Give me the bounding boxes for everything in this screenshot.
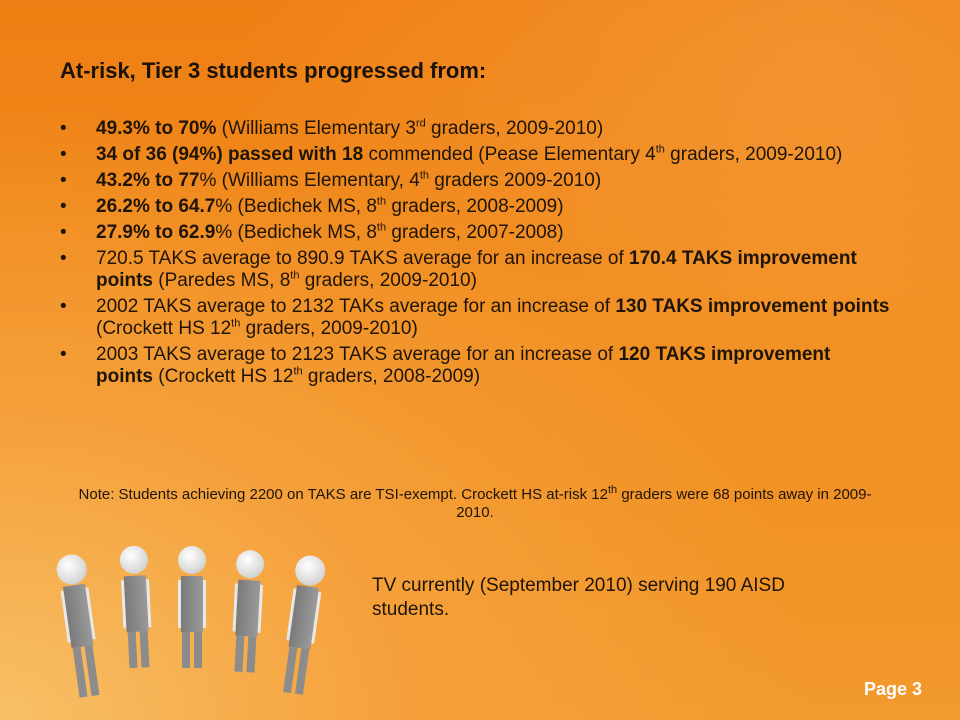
bullet-text: (Paredes MS, 8 <box>153 270 291 291</box>
bullet-text: (Crockett HS 12 <box>96 318 232 339</box>
note-text: Note: Students achieving 2200 on TAKS ar… <box>78 486 608 503</box>
bullet-sup: th <box>293 365 303 378</box>
footnote: Note: Students achieving 2200 on TAKS ar… <box>60 484 890 522</box>
bullet-sup: th <box>419 169 429 182</box>
bullet-tail: graders, 2009-2010) <box>240 318 418 339</box>
tv-summary-text: TV currently (September 2010) serving 19… <box>372 575 785 620</box>
note-tail: graders were 68 points away in 2009-2010… <box>456 486 872 521</box>
bullet-dot: • <box>60 196 67 217</box>
bullet-dot: • <box>60 144 67 165</box>
bullet-sup: th <box>231 317 241 330</box>
bullet-tail: graders, 2009-2010) <box>664 144 843 165</box>
bullet-tail: graders 2009-2010) <box>429 170 602 191</box>
people-figures-icon <box>40 540 360 720</box>
bullet-bold: 43.2% to 77 <box>96 170 200 191</box>
slide-title: At-risk, Tier 3 students progressed from… <box>60 58 487 83</box>
bullet-text: % (Bedichek MS, 8 <box>215 196 377 217</box>
bullet-tail: graders, 2008-2009) <box>302 366 481 387</box>
bullet-pre: 2003 TAKS average to 2123 TAKS average f… <box>96 344 619 365</box>
bullet-bold: 170.4 TAKS improvement points <box>96 248 857 291</box>
bullet-sup: th <box>290 269 300 282</box>
bullet-item-7: • 2002 TAKS average to 2132 TAKs average … <box>60 296 890 340</box>
bullet-dot: • <box>60 344 67 365</box>
bullet-item-3: • 43.2% to 77% (Williams Elementary, 4th … <box>60 170 890 192</box>
bullet-item-1: • 49.3% to 70% (Williams Elementary 3rd g… <box>60 118 890 140</box>
bullet-text: commended (Pease Elementary 4 <box>363 144 656 165</box>
bullet-bold: 120 TAKS improvement points <box>96 344 831 387</box>
bullet-item-6: • 720.5 TAKS average to 890.9 TAKS averag… <box>60 248 890 292</box>
bullet-dot: • <box>60 170 67 191</box>
bullet-tail: graders, 2009-2010) <box>299 270 477 291</box>
bullet-pre: 720.5 TAKS average to 890.9 TAKS average… <box>96 248 630 269</box>
bullet-bold: 49.3% to 70% <box>96 118 217 139</box>
bullet-bold: 27.9% to 62.9 <box>96 222 216 243</box>
bullet-tail: graders, 2007-2008) <box>386 222 564 243</box>
bullet-bold: 130 TAKS improvement points <box>615 296 890 317</box>
bullet-text: (Williams Elementary 3 <box>216 118 416 139</box>
bullet-dot: • <box>60 118 67 139</box>
bullet-tail: graders, 2008-2009) <box>386 196 564 217</box>
bullet-pre: 2002 TAKS average to 2132 TAKs average f… <box>96 296 616 317</box>
figure-3 <box>178 546 206 668</box>
bullet-dot: • <box>60 248 67 269</box>
bullet-sup: rd <box>415 117 426 130</box>
figure-1 <box>56 554 100 698</box>
bullet-sup: th <box>376 221 387 234</box>
bullet-item-5: • 27.9% to 62.9% (Bedichek MS, 8th grader… <box>60 222 890 244</box>
bullet-dot: • <box>60 296 67 317</box>
bullet-dot: • <box>60 222 67 243</box>
figure-2 <box>119 545 152 669</box>
people-figures-illustration <box>56 545 326 698</box>
bullet-list: • 49.3% to 70% (Williams Elementary 3rd g… <box>60 118 890 392</box>
bullet-sup: th <box>376 195 387 208</box>
figure-5 <box>283 555 326 695</box>
bullet-item-4: • 26.2% to 64.7% (Bedichek MS, 8th grader… <box>60 196 890 218</box>
bullet-bold: 26.2% to 64.7 <box>96 196 216 217</box>
page-number: Page 3 <box>863 679 922 699</box>
bullet-sup: th <box>655 143 665 156</box>
bullet-item-8: • 2003 TAKS average to 2123 TAKS average … <box>60 344 890 388</box>
figure-4 <box>232 550 265 673</box>
bullet-text: % (Bedichek MS, 8 <box>215 222 377 243</box>
bullet-bold: 34 of 36 (94%) passed with 18 <box>96 144 364 165</box>
bullet-text: (Crockett HS 12 <box>153 366 294 387</box>
bullet-item-2: • 34 of 36 (94%) passed with 18 commended… <box>60 144 890 166</box>
bullet-tail: graders, 2009-2010) <box>425 118 604 139</box>
bullet-text: % (Williams Elementary, 4 <box>199 170 420 191</box>
note-sup: th <box>607 484 618 496</box>
